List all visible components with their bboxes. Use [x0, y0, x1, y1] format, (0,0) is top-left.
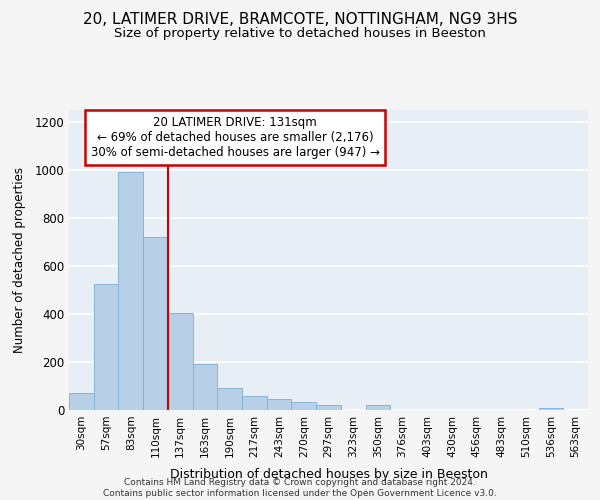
Bar: [168, 313, 193, 410]
Bar: [193, 364, 217, 410]
Bar: [242, 396, 267, 410]
Bar: [94, 284, 118, 410]
Bar: [118, 172, 143, 410]
Bar: [316, 405, 341, 410]
Bar: [292, 402, 316, 410]
Text: 20 LATIMER DRIVE: 131sqm
← 69% of detached houses are smaller (2,176)
30% of sem: 20 LATIMER DRIVE: 131sqm ← 69% of detach…: [91, 116, 380, 159]
Text: Contains HM Land Registry data © Crown copyright and database right 2024.
Contai: Contains HM Land Registry data © Crown c…: [103, 478, 497, 498]
Text: Size of property relative to detached houses in Beeston: Size of property relative to detached ho…: [114, 28, 486, 40]
Y-axis label: Number of detached properties: Number of detached properties: [13, 167, 26, 353]
Bar: [69, 393, 94, 410]
Bar: [143, 237, 168, 410]
Text: 20, LATIMER DRIVE, BRAMCOTE, NOTTINGHAM, NG9 3HS: 20, LATIMER DRIVE, BRAMCOTE, NOTTINGHAM,…: [83, 12, 517, 28]
Bar: [365, 405, 390, 410]
Bar: [217, 388, 242, 410]
X-axis label: Distribution of detached houses by size in Beeston: Distribution of detached houses by size …: [170, 468, 487, 481]
Bar: [267, 399, 292, 410]
Bar: [539, 408, 563, 410]
